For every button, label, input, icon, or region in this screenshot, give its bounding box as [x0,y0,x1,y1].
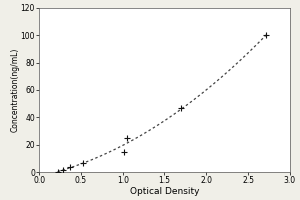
X-axis label: Optical Density: Optical Density [130,187,199,196]
Y-axis label: Concentration(ng/mL): Concentration(ng/mL) [10,48,19,132]
